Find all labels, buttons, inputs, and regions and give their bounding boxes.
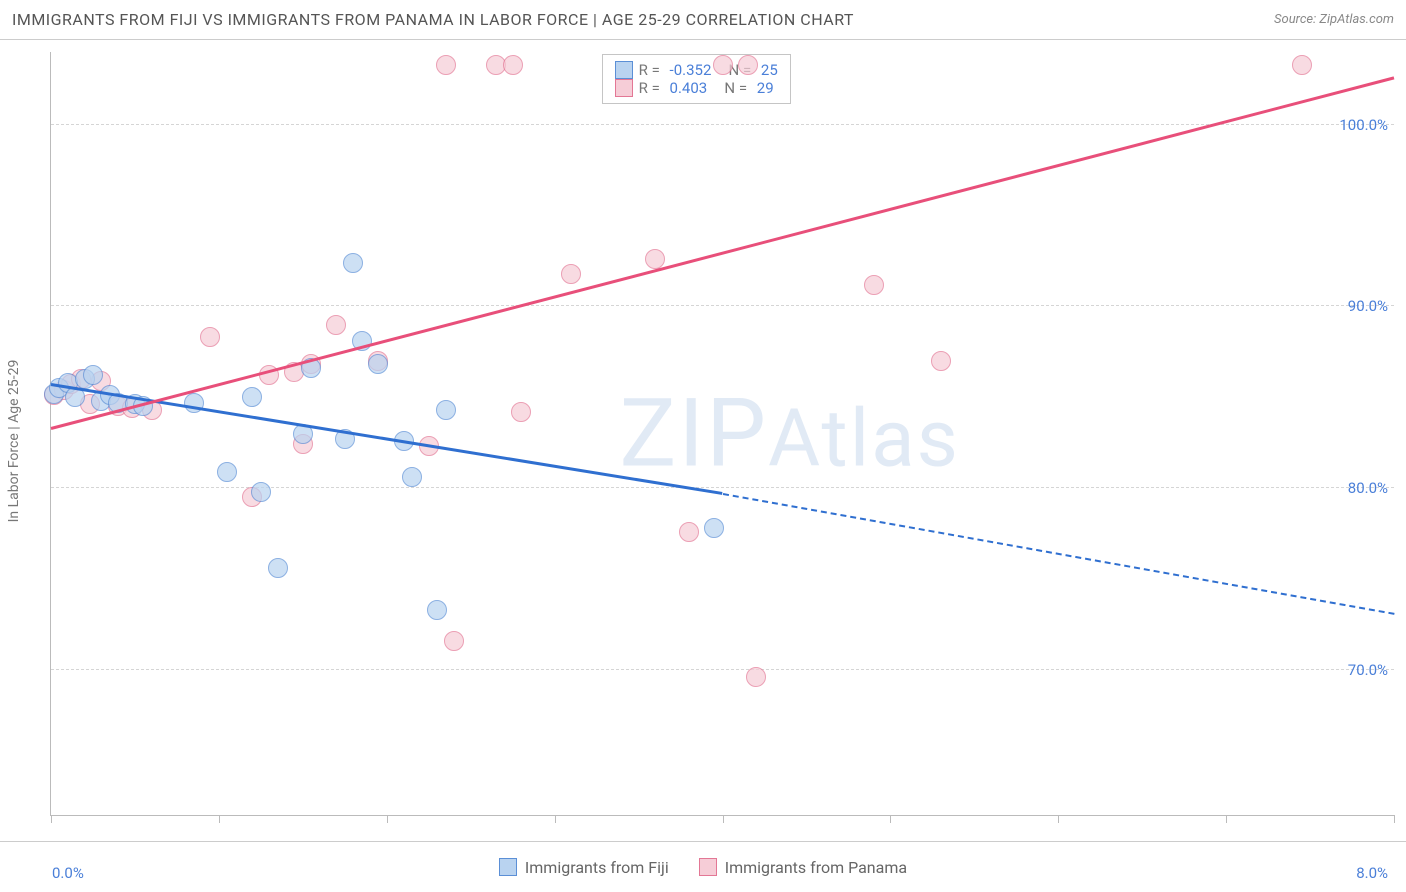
data-point <box>746 667 766 687</box>
legend-item-fiji: Immigrants from Fiji <box>499 858 669 877</box>
data-point <box>679 522 699 542</box>
data-point <box>561 264 581 284</box>
n-label: N = <box>713 79 747 97</box>
data-point <box>436 400 456 420</box>
y-tick-label: 80.0% <box>1348 479 1388 497</box>
n-value: 25 <box>757 61 778 79</box>
chart-title: IMMIGRANTS FROM FIJI VS IMMIGRANTS FROM … <box>12 10 854 29</box>
x-tick <box>219 815 220 823</box>
swatch-fiji <box>499 858 517 876</box>
trend-line <box>51 76 1395 430</box>
swatch-fiji <box>615 61 633 79</box>
r-label: R = <box>639 61 660 79</box>
n-value: 29 <box>753 79 774 97</box>
x-tick <box>1058 815 1059 823</box>
data-point <box>436 55 456 75</box>
data-point <box>444 631 464 651</box>
x-tick <box>1394 815 1395 823</box>
y-tick-label: 70.0% <box>1348 661 1388 679</box>
data-point <box>864 275 884 295</box>
legend-item-panama: Immigrants from Panama <box>699 858 907 877</box>
watermark: ZIPAtlas <box>619 378 960 489</box>
data-point <box>343 253 363 273</box>
source-label: Source: ZipAtlas.com <box>1274 12 1394 27</box>
bottom-legend: Immigrants from Fiji Immigrants from Pan… <box>0 842 1406 892</box>
data-point <box>503 55 523 75</box>
data-point <box>1292 55 1312 75</box>
gridline <box>51 124 1394 125</box>
plot-region: ZIPAtlas R = -0.352 N = 25R = 0.403 N = … <box>50 52 1394 816</box>
data-point <box>427 600 447 620</box>
data-point <box>368 354 388 374</box>
data-point <box>511 402 531 422</box>
r-legend-row: R = 0.403 N = 29 <box>615 79 778 97</box>
x-tick <box>51 815 52 823</box>
data-point <box>242 387 262 407</box>
x-tick <box>723 815 724 823</box>
r-label: R = <box>639 79 660 97</box>
data-point <box>713 55 733 75</box>
data-point <box>268 558 288 578</box>
x-tick <box>387 815 388 823</box>
swatch-panama <box>615 79 633 97</box>
legend-label-fiji: Immigrants from Fiji <box>525 858 669 877</box>
data-point <box>931 351 951 371</box>
x-tick <box>890 815 891 823</box>
x-tick <box>1226 815 1227 823</box>
y-tick-label: 100.0% <box>1339 116 1388 134</box>
chart-area: In Labor Force | Age 25-29 ZIPAtlas R = … <box>0 40 1406 842</box>
x-tick <box>555 815 556 823</box>
data-point <box>402 467 422 487</box>
data-point <box>704 518 724 538</box>
r-value: 0.403 <box>666 79 707 97</box>
trend-line <box>722 493 1394 615</box>
r-value: -0.352 <box>666 61 712 79</box>
data-point <box>217 462 237 482</box>
data-point <box>738 55 758 75</box>
data-point <box>83 365 103 385</box>
correlation-legend-box: R = -0.352 N = 25R = 0.403 N = 29 <box>602 54 791 104</box>
y-axis-title: In Labor Force | Age 25-29 <box>6 359 22 522</box>
gridline <box>51 305 1394 306</box>
legend-label-panama: Immigrants from Panama <box>725 858 907 877</box>
gridline <box>51 669 1394 670</box>
y-tick-label: 90.0% <box>1348 297 1388 315</box>
swatch-panama <box>699 858 717 876</box>
data-point <box>251 482 271 502</box>
data-point <box>200 327 220 347</box>
data-point <box>326 315 346 335</box>
